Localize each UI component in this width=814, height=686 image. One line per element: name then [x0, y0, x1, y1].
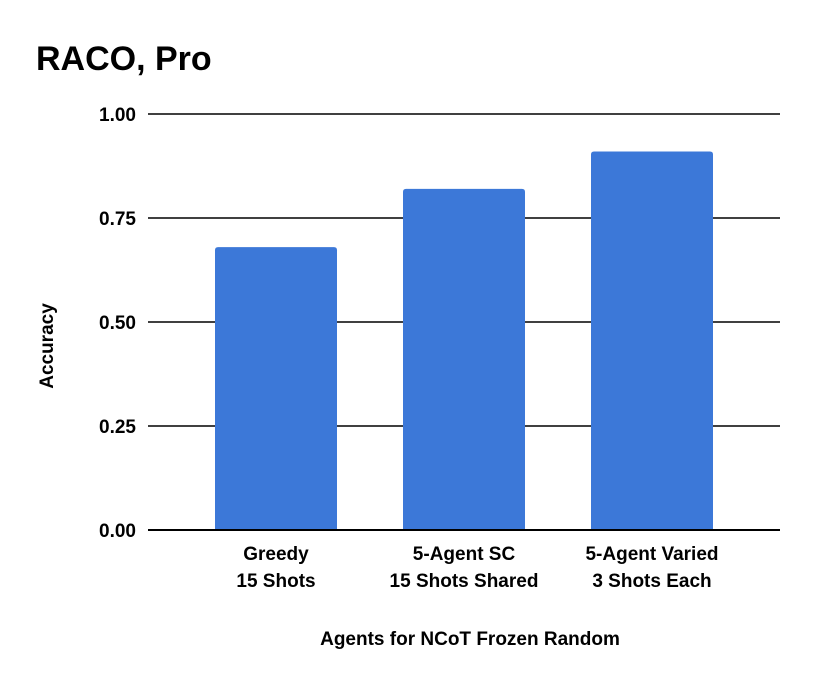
y-tick-label: 0.25 [99, 417, 136, 438]
x-tick-labels: Greedy 15 Shots 5-Agent SC 15 Shots Shared 5… [236, 544, 718, 592]
bar [215, 247, 337, 530]
bar [591, 151, 713, 530]
y-tick-label: 0.00 [99, 521, 136, 542]
x-tick-label: Greedy 15 Shots [236, 544, 315, 592]
x-tick-label: 5-Agent SC 15 Shots Shared [390, 544, 539, 592]
y-tick-label: 0.75 [99, 209, 136, 230]
bars [148, 151, 780, 531]
y-axis-label: Accuracy [37, 303, 58, 389]
y-tick-labels: 0.00 0.25 0.50 0.75 1.00 [99, 105, 136, 542]
x-tick-label: 5-Agent Varied 3 Shots Each [585, 544, 718, 592]
y-tick-label: 0.50 [99, 313, 136, 334]
chart-title: RACO, Pro [36, 40, 212, 78]
y-tick-label: 1.00 [99, 105, 136, 126]
bar [403, 188, 525, 530]
x-axis-label: Agents for NCoT Frozen Random [320, 629, 620, 650]
